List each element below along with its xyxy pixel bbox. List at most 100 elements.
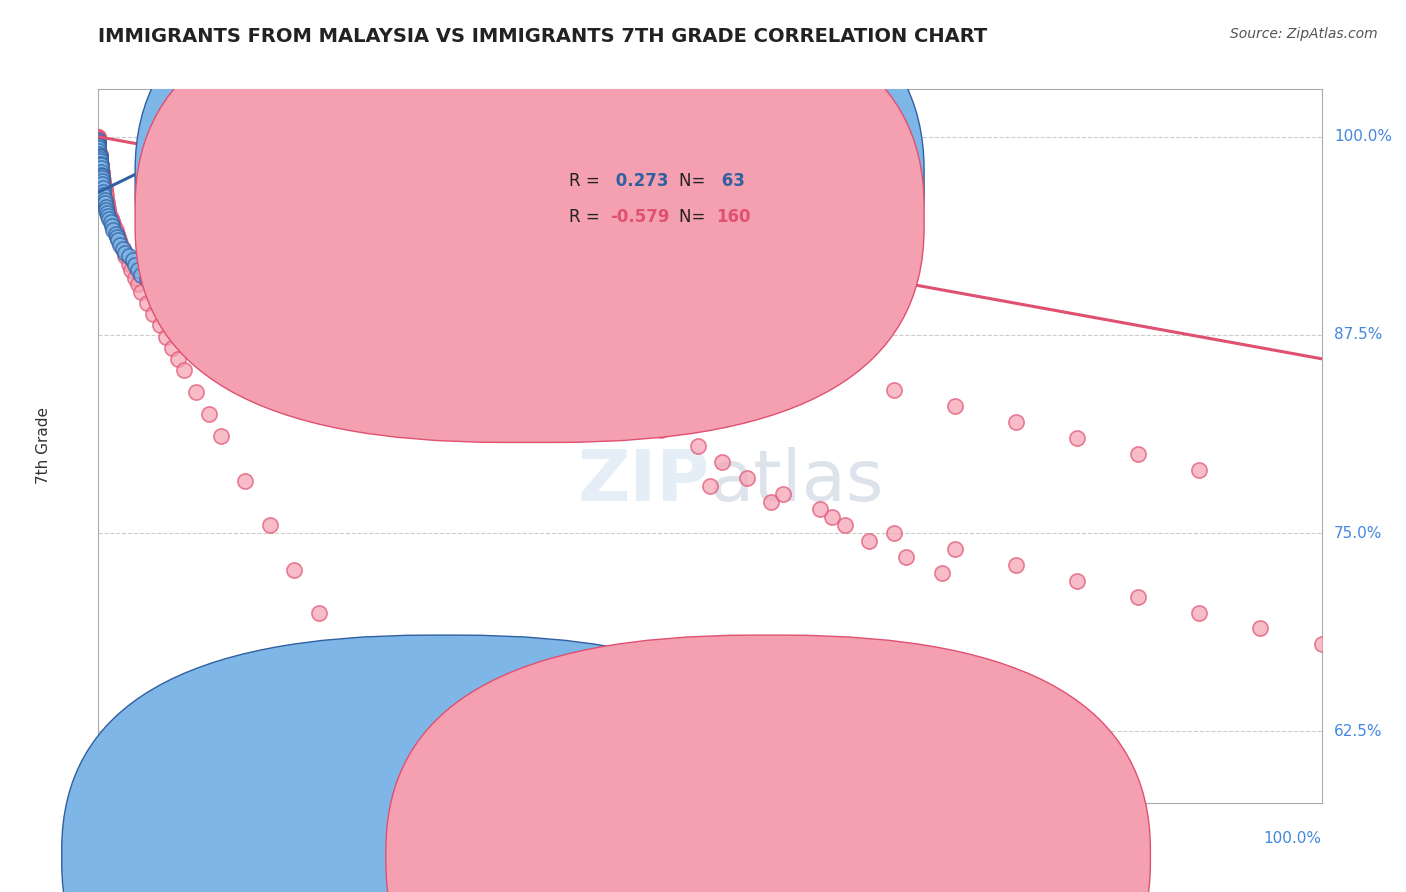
- Point: [943, 400, 966, 414]
- Point: [270, 280, 294, 294]
- Point: [894, 549, 917, 564]
- Point: [87, 139, 110, 153]
- Point: [87, 129, 110, 144]
- Point: [105, 229, 128, 244]
- Point: [93, 180, 115, 194]
- Point: [368, 312, 391, 326]
- Point: [87, 135, 110, 149]
- Point: [87, 133, 110, 147]
- Point: [204, 343, 226, 357]
- Point: [883, 384, 905, 398]
- Point: [114, 249, 136, 263]
- Text: 87.5%: 87.5%: [1334, 327, 1382, 343]
- Point: [90, 164, 112, 178]
- Point: [821, 510, 844, 524]
- Point: [430, 796, 453, 810]
- Point: [89, 153, 111, 168]
- Point: [160, 217, 183, 231]
- Point: [332, 249, 354, 263]
- Point: [699, 343, 721, 358]
- Point: [146, 286, 169, 301]
- Point: [392, 272, 416, 286]
- Text: 62.5%: 62.5%: [1334, 724, 1382, 739]
- Point: [454, 828, 477, 842]
- Point: [110, 235, 132, 250]
- Point: [1188, 606, 1211, 620]
- Point: [87, 141, 110, 155]
- Point: [564, 392, 586, 406]
- Point: [98, 212, 121, 227]
- FancyBboxPatch shape: [385, 635, 1150, 892]
- Point: [103, 220, 125, 235]
- Point: [1004, 415, 1026, 429]
- Point: [1128, 447, 1150, 461]
- Point: [89, 150, 111, 164]
- Point: [124, 271, 146, 285]
- Text: 100.0%: 100.0%: [1264, 831, 1322, 847]
- Point: [209, 429, 232, 443]
- Point: [91, 174, 114, 188]
- Text: 63: 63: [716, 171, 745, 189]
- Text: 160: 160: [716, 208, 751, 226]
- Point: [127, 277, 149, 292]
- Point: [90, 160, 112, 174]
- FancyBboxPatch shape: [135, 0, 924, 442]
- Point: [100, 215, 122, 229]
- Point: [233, 474, 256, 488]
- Point: [96, 194, 118, 209]
- Point: [97, 204, 120, 219]
- Point: [173, 363, 195, 377]
- Point: [821, 368, 844, 382]
- Point: [87, 145, 110, 160]
- Point: [931, 566, 953, 580]
- Point: [124, 258, 146, 272]
- Point: [215, 357, 238, 371]
- Point: [104, 223, 127, 237]
- Point: [96, 206, 118, 220]
- Text: ZIP: ZIP: [578, 447, 710, 516]
- Text: Immigrants from Malaysia: Immigrants from Malaysia: [451, 853, 651, 868]
- Point: [308, 606, 330, 620]
- Point: [527, 376, 550, 390]
- Point: [93, 184, 115, 198]
- Text: R =: R =: [569, 171, 606, 189]
- Text: Source: ZipAtlas.com: Source: ZipAtlas.com: [1230, 27, 1378, 41]
- Point: [197, 407, 219, 421]
- Point: [101, 219, 124, 233]
- Point: [1310, 637, 1333, 651]
- Point: [94, 192, 117, 206]
- Point: [209, 225, 232, 239]
- Point: [89, 150, 111, 164]
- Point: [478, 859, 501, 873]
- Point: [96, 198, 118, 212]
- Point: [259, 518, 281, 533]
- Point: [808, 502, 831, 516]
- Point: [107, 233, 129, 247]
- Point: [1128, 590, 1150, 604]
- Point: [114, 245, 136, 260]
- Point: [209, 349, 232, 363]
- Point: [90, 161, 112, 176]
- Point: [699, 478, 721, 492]
- Point: [91, 180, 114, 194]
- Point: [139, 277, 162, 292]
- Point: [186, 233, 208, 247]
- Point: [93, 186, 115, 200]
- Point: [167, 307, 190, 321]
- Point: [89, 152, 111, 166]
- Point: [735, 471, 758, 485]
- Text: 75.0%: 75.0%: [1334, 525, 1382, 541]
- Point: [1066, 574, 1088, 588]
- Point: [142, 282, 165, 296]
- Point: [98, 207, 121, 221]
- Point: [142, 307, 165, 321]
- Point: [332, 648, 354, 663]
- Point: [91, 176, 114, 190]
- Point: [93, 196, 115, 211]
- Point: [90, 161, 112, 176]
- Text: -0.579: -0.579: [610, 208, 669, 226]
- Point: [883, 526, 905, 541]
- Point: [111, 243, 134, 257]
- Point: [943, 542, 966, 557]
- Point: [356, 685, 378, 699]
